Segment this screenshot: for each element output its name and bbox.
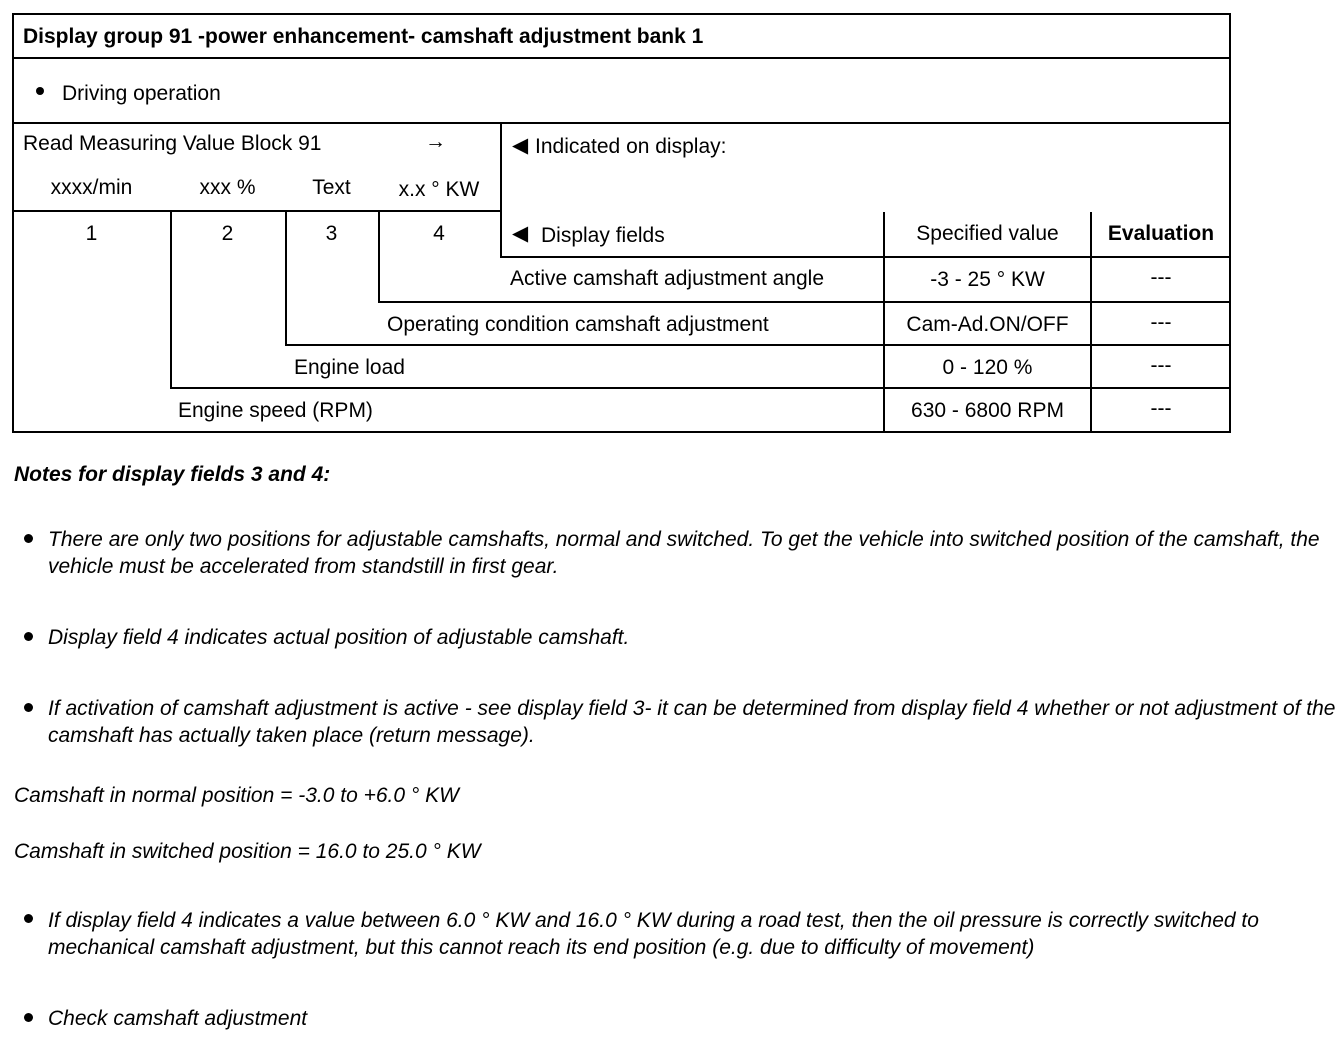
unit-3: Text [312,176,351,199]
row-field: Active camshaft adjustment angle [510,267,824,290]
bullet-icon [36,87,44,95]
row-eval: --- [1150,354,1172,377]
unit-2: xxx % [199,176,256,199]
row-spec: 630 - 6800 RPM [911,399,1064,422]
normal-position: Camshaft in normal position = -3.0 to +6… [14,784,459,807]
evaluation-header: Evaluation [1107,222,1215,245]
note: There are only two positions for adjusta… [48,528,1320,578]
field-number-2: 2 [221,222,234,245]
row-field: Operating condition camshaft adjustment [387,313,769,336]
unit-4: x.x ° KW [398,178,480,201]
row-eval: --- [1150,397,1172,420]
note: If display field 4 indicates a value bet… [48,909,1259,959]
triangle-left-icon: ◀ [512,222,529,245]
field-number-3: 3 [325,222,338,245]
note: If activation of camshaft adjustment is … [48,697,1336,747]
row-spec: -3 - 25 ° KW [930,268,1045,291]
row-field: Engine load [294,356,405,379]
notes-heading: Notes for display fields 3 and 4: [14,463,331,486]
field-number-4: 4 [433,222,445,245]
arrow-right-icon: → [425,130,446,153]
bullet-icon [24,632,33,641]
specified-header: Specified value [916,222,1059,245]
row-eval: --- [1150,311,1172,334]
bullet-icon [24,703,33,712]
indicated-label: Indicated on display: [535,135,727,158]
note: Check camshaft adjustment [48,1007,308,1030]
display-fields-header: Display fields [541,224,665,247]
row-field: Engine speed (RPM) [178,399,373,422]
note: Display field 4 indicates actual positio… [48,626,630,649]
unit-1: xxxx/min [50,176,133,199]
triangle-left-icon: ◀ [512,134,529,157]
row-eval: --- [1150,266,1172,289]
field-number-1: 1 [85,222,98,245]
table-title: Display group 91 -power enhancement- cam… [23,25,704,48]
bullet-icon [24,1013,33,1022]
bullet-icon [24,914,33,923]
row-spec: Cam-Ad.ON/OFF [906,313,1069,336]
row-spec: 0 - 120 % [942,356,1033,379]
read-block-label: Read Measuring Value Block 91 [23,132,322,155]
switched-position: Camshaft in switched position = 16.0 to … [14,840,481,863]
bullet-icon [24,534,33,543]
condition: Driving operation [62,82,221,105]
